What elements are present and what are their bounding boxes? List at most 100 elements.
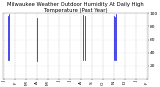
Point — [77, 41, 80, 42]
Point — [29, 54, 31, 56]
Point — [98, 38, 100, 39]
Point — [132, 59, 135, 60]
Point — [95, 22, 97, 23]
Point — [39, 51, 42, 53]
Point — [26, 46, 29, 47]
Point — [145, 57, 148, 58]
Point — [10, 68, 12, 70]
Point — [91, 30, 94, 31]
Point — [144, 46, 147, 48]
Point — [67, 45, 69, 46]
Point — [142, 70, 144, 71]
Point — [106, 49, 109, 51]
Point — [105, 55, 107, 56]
Point — [83, 50, 85, 52]
Point — [94, 41, 96, 42]
Point — [143, 58, 146, 59]
Point — [23, 60, 25, 61]
Point — [113, 36, 116, 37]
Point — [55, 49, 58, 51]
Point — [72, 37, 74, 38]
Point — [89, 57, 92, 58]
Point — [110, 58, 113, 59]
Point — [95, 36, 98, 37]
Point — [52, 51, 55, 53]
Point — [4, 47, 7, 48]
Point — [67, 29, 70, 30]
Point — [145, 54, 148, 56]
Point — [119, 45, 121, 46]
Point — [123, 61, 126, 62]
Point — [117, 57, 120, 58]
Point — [78, 35, 81, 36]
Point — [41, 45, 44, 46]
Point — [77, 51, 80, 52]
Point — [57, 33, 60, 34]
Point — [38, 44, 40, 46]
Point — [73, 31, 76, 32]
Point — [124, 50, 126, 52]
Point — [64, 34, 67, 35]
Point — [53, 47, 55, 48]
Point — [35, 48, 37, 49]
Point — [103, 50, 105, 51]
Point — [51, 30, 53, 31]
Point — [89, 38, 91, 40]
Point — [102, 35, 105, 37]
Point — [137, 64, 140, 66]
Point — [76, 38, 79, 39]
Point — [109, 62, 112, 63]
Point — [102, 25, 104, 26]
Point — [15, 65, 17, 66]
Point — [32, 75, 34, 76]
Point — [96, 48, 99, 50]
Point — [129, 65, 132, 67]
Point — [145, 62, 147, 63]
Point — [68, 30, 71, 31]
Point — [66, 27, 69, 28]
Point — [127, 50, 129, 52]
Point — [37, 47, 40, 48]
Point — [116, 54, 119, 56]
Point — [134, 60, 137, 62]
Point — [19, 51, 21, 52]
Point — [54, 41, 57, 42]
Point — [107, 32, 110, 34]
Point — [68, 34, 70, 35]
Point — [17, 70, 19, 71]
Point — [16, 51, 19, 52]
Point — [85, 33, 88, 34]
Point — [125, 49, 128, 50]
Point — [30, 50, 32, 51]
Point — [18, 56, 21, 58]
Point — [40, 52, 42, 53]
Point — [13, 58, 15, 60]
Point — [111, 48, 114, 49]
Point — [126, 44, 128, 46]
Point — [138, 64, 140, 66]
Point — [93, 39, 96, 40]
Point — [75, 39, 78, 40]
Point — [16, 68, 18, 70]
Point — [22, 73, 25, 74]
Point — [126, 56, 129, 58]
Point — [114, 16, 116, 18]
Point — [70, 38, 73, 39]
Point — [19, 56, 22, 58]
Point — [129, 38, 132, 40]
Point — [142, 61, 145, 62]
Point — [101, 36, 104, 37]
Point — [74, 47, 77, 48]
Point — [122, 49, 124, 50]
Point — [7, 16, 9, 17]
Point — [33, 51, 36, 52]
Point — [49, 33, 52, 34]
Point — [60, 51, 63, 53]
Point — [60, 50, 63, 52]
Point — [128, 54, 130, 55]
Point — [14, 62, 17, 63]
Point — [84, 33, 86, 35]
Point — [34, 53, 37, 54]
Point — [115, 53, 118, 54]
Point — [69, 44, 72, 46]
